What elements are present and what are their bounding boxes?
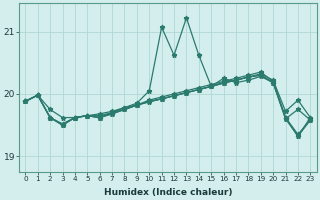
X-axis label: Humidex (Indice chaleur): Humidex (Indice chaleur) [104,188,232,197]
